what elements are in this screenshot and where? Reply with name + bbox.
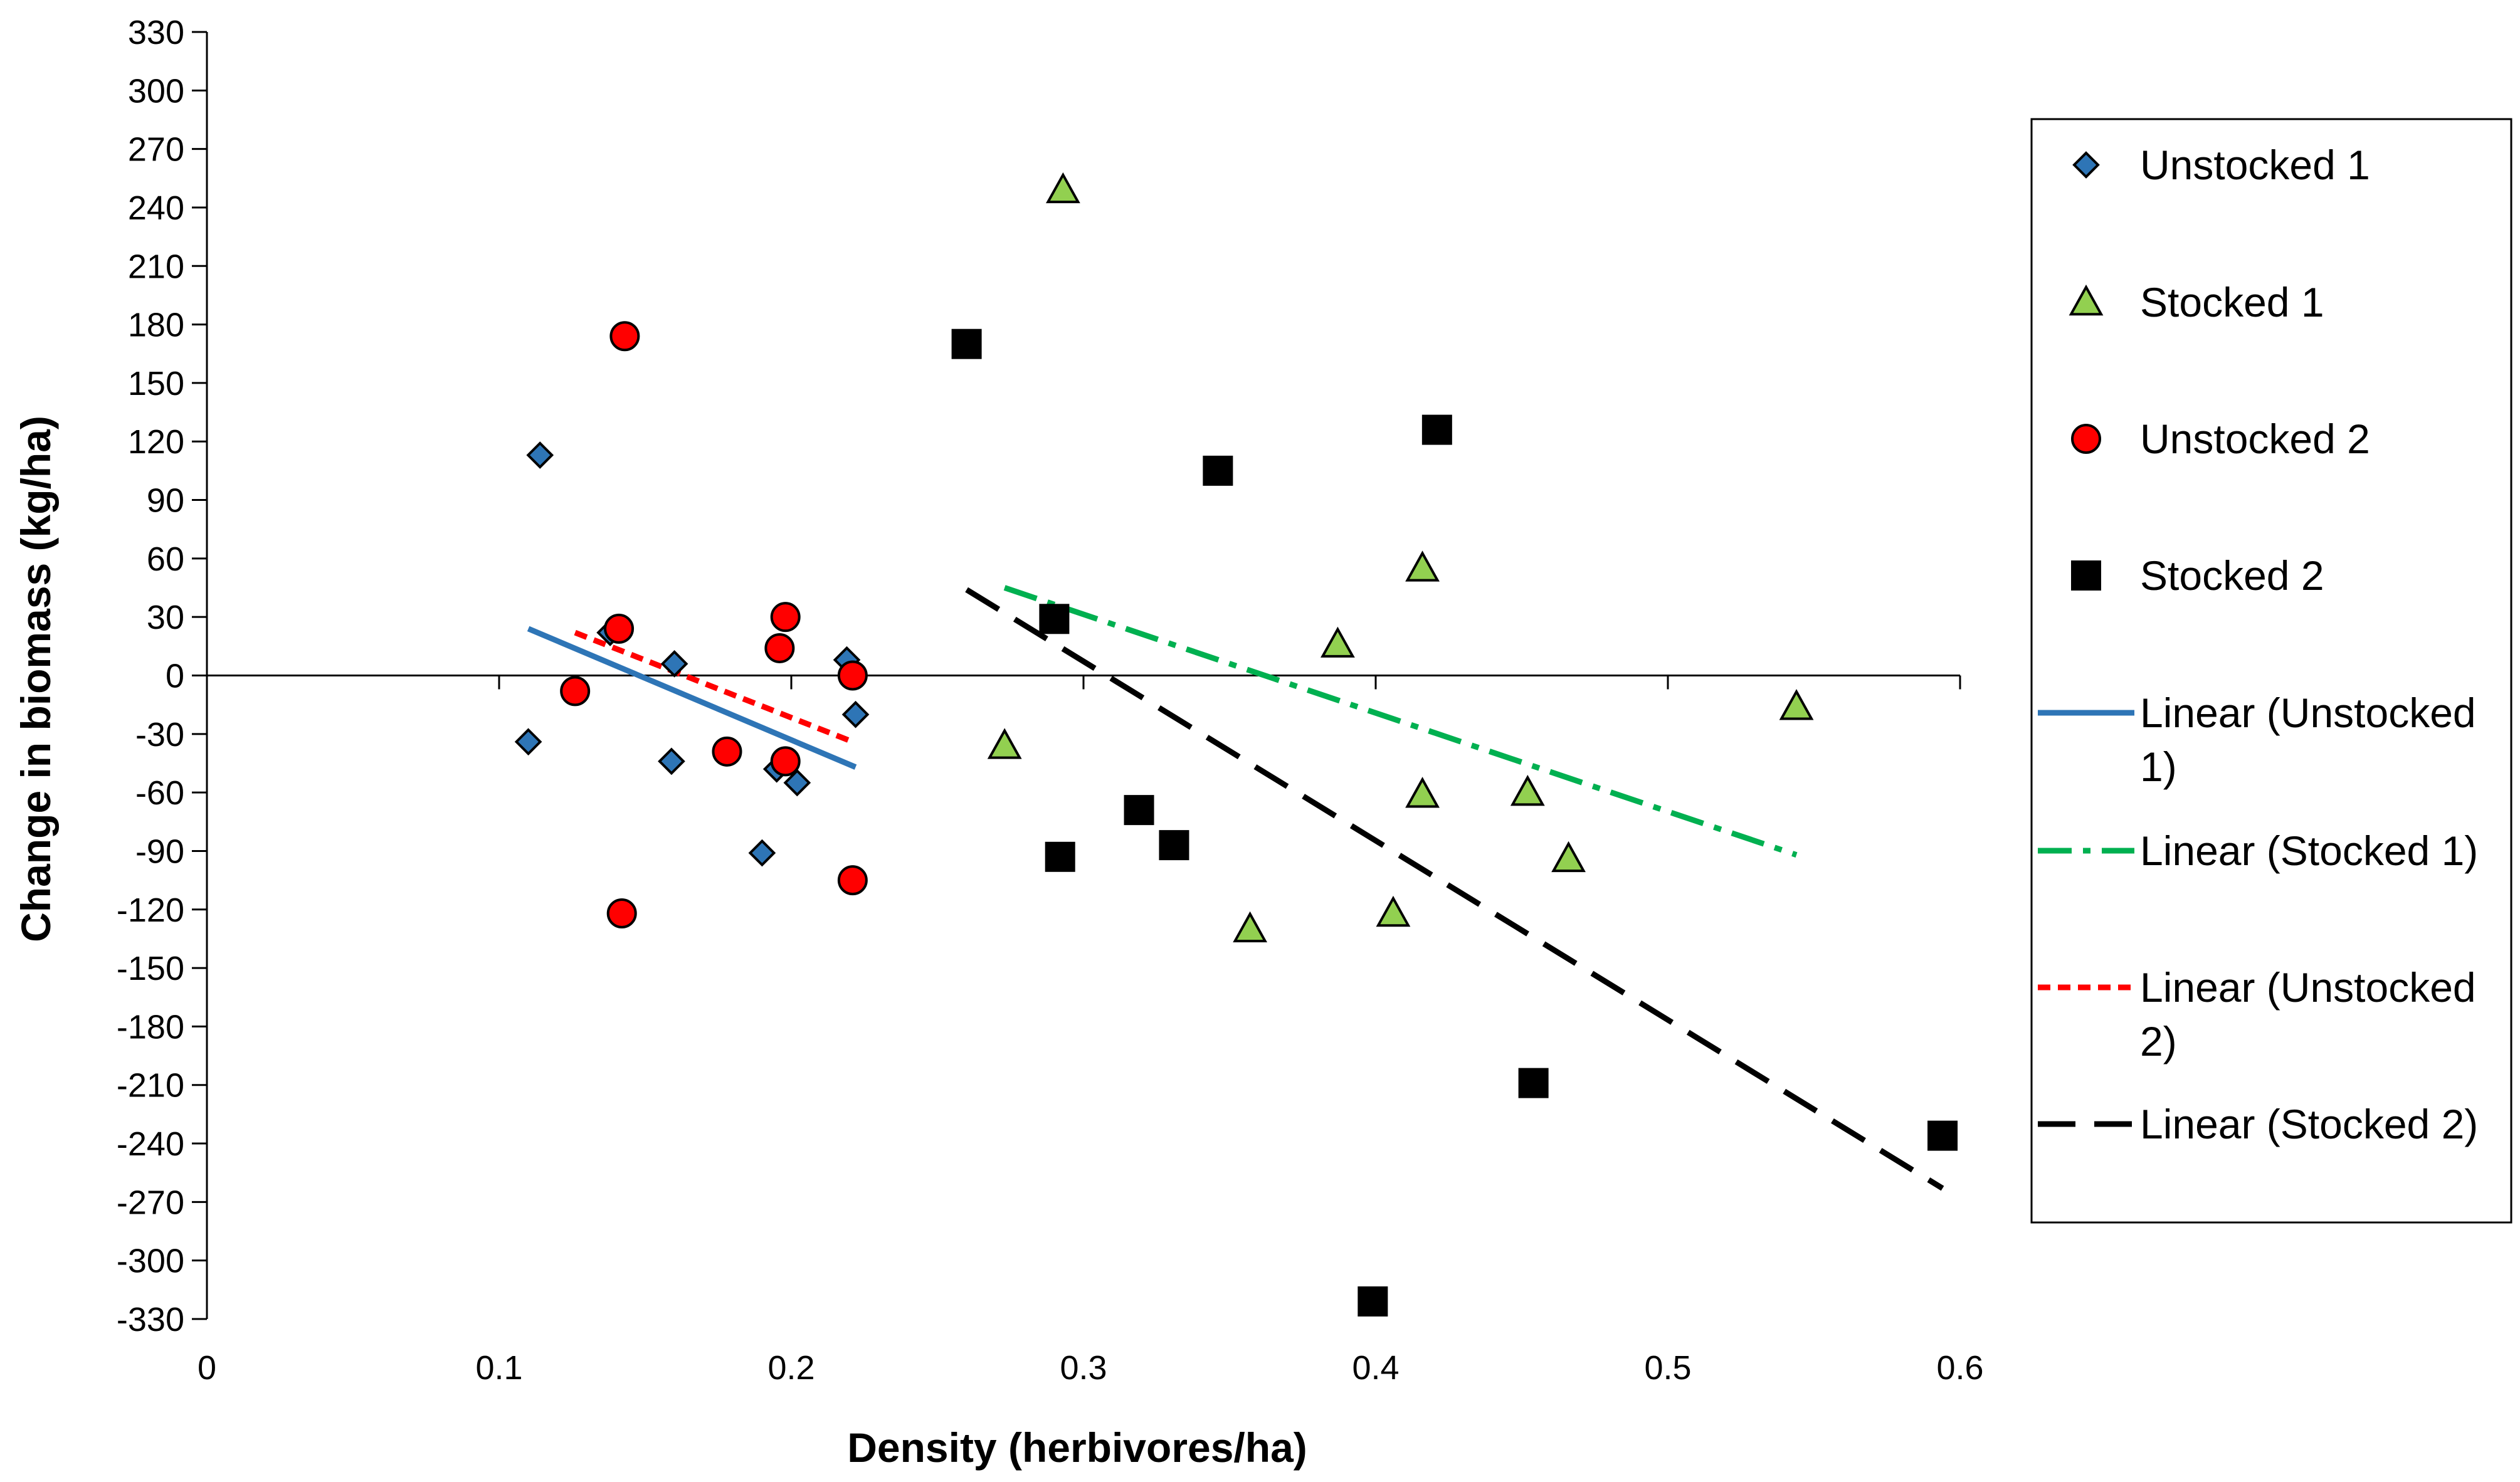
data-point bbox=[764, 633, 795, 663]
data-point bbox=[1518, 1068, 1549, 1098]
data-point bbox=[1321, 626, 1355, 658]
trendline bbox=[527, 626, 857, 770]
y-tick-label: -150 bbox=[117, 950, 184, 987]
data-point bbox=[1203, 455, 1233, 486]
y-tick-label: -30 bbox=[135, 716, 184, 754]
trendline bbox=[574, 629, 854, 745]
legend-label: Linear (Stocked 2) bbox=[2140, 1101, 2478, 1147]
y-tick-label: 300 bbox=[128, 72, 184, 110]
data-point bbox=[514, 728, 542, 756]
data-point bbox=[1405, 550, 1440, 582]
legend-label: Linear (Unstocked bbox=[2140, 964, 2476, 1011]
y-tick-label: -90 bbox=[135, 833, 184, 870]
y-tick-label: 30 bbox=[147, 599, 184, 636]
data-point bbox=[1124, 795, 1154, 826]
legend-marker bbox=[2071, 560, 2101, 591]
x-tick-label: 0.4 bbox=[1352, 1349, 1399, 1387]
y-tick-label: 90 bbox=[147, 482, 184, 520]
x-tick-label: 0.2 bbox=[767, 1349, 815, 1387]
data-point bbox=[526, 441, 554, 469]
data-point bbox=[748, 839, 776, 867]
trendline bbox=[965, 587, 1944, 1191]
data-points bbox=[514, 172, 1958, 1317]
data-point bbox=[770, 746, 801, 777]
trendlines bbox=[527, 585, 1944, 1191]
data-point bbox=[1045, 841, 1075, 872]
y-tick-label: 180 bbox=[128, 307, 184, 344]
y-tick-label: -180 bbox=[117, 1008, 184, 1046]
data-point bbox=[1233, 911, 1268, 943]
legend-label: Stocked 2 bbox=[2140, 552, 2324, 599]
legend-marker bbox=[2069, 284, 2104, 316]
legend-marker bbox=[2071, 424, 2101, 454]
trendline bbox=[1003, 585, 1798, 858]
data-point bbox=[560, 676, 591, 707]
x-axis-title: Density (herbivores/ha) bbox=[847, 1424, 1307, 1471]
y-tick-label: 120 bbox=[128, 423, 184, 461]
data-point bbox=[609, 321, 640, 352]
x-tick-label: 0.5 bbox=[1644, 1349, 1691, 1387]
data-point bbox=[1779, 689, 1814, 720]
legend-label: Stocked 1 bbox=[2140, 279, 2324, 325]
legend-label: Unstocked 2 bbox=[2140, 416, 2370, 462]
y-tick-label: -240 bbox=[117, 1125, 184, 1163]
data-point bbox=[837, 865, 868, 896]
x-tick-label: 0.1 bbox=[475, 1349, 522, 1387]
x-tick-label: 0 bbox=[198, 1349, 216, 1387]
data-point bbox=[712, 736, 742, 767]
legend-label: Unstocked 1 bbox=[2140, 142, 2370, 188]
legend-marker bbox=[2072, 151, 2100, 179]
legend-label: Linear (Stocked 1) bbox=[2140, 828, 2478, 874]
series-stocked-1 bbox=[987, 172, 1814, 943]
y-axis-title: Change in biomass (kg/ha) bbox=[13, 416, 59, 942]
data-point bbox=[658, 747, 685, 775]
legend-label: Linear (Unstocked bbox=[2140, 690, 2476, 736]
y-tick-label: -120 bbox=[117, 891, 184, 929]
data-point bbox=[660, 650, 688, 678]
axes: -330-300-270-240-210-180-150-120-90-60-3… bbox=[117, 14, 1984, 1387]
legend-label: 1) bbox=[2140, 744, 2177, 790]
y-tick-label: -270 bbox=[117, 1184, 184, 1221]
data-point bbox=[987, 728, 1022, 759]
data-point bbox=[770, 602, 801, 633]
data-point bbox=[841, 700, 870, 728]
data-point bbox=[1405, 777, 1440, 808]
data-point bbox=[837, 660, 868, 691]
data-point bbox=[1358, 1286, 1388, 1317]
x-tick-label: 0.3 bbox=[1060, 1349, 1107, 1387]
data-point bbox=[1510, 775, 1545, 806]
y-tick-label: -210 bbox=[117, 1067, 184, 1105]
y-tick-label: 270 bbox=[128, 131, 184, 169]
y-tick-label: 210 bbox=[128, 248, 184, 285]
y-tick-label: 240 bbox=[128, 189, 184, 227]
series-unstocked-2 bbox=[560, 321, 868, 928]
data-point bbox=[1421, 414, 1452, 445]
data-point bbox=[604, 613, 635, 644]
legend-label: 2) bbox=[2140, 1018, 2177, 1064]
data-point bbox=[606, 898, 637, 928]
y-tick-label: 60 bbox=[147, 540, 184, 578]
series-stocked-2 bbox=[951, 328, 1958, 1317]
data-point bbox=[1159, 830, 1189, 861]
y-tick-label: -60 bbox=[135, 774, 184, 812]
y-tick-label: 330 bbox=[128, 14, 184, 51]
y-tick-label: -330 bbox=[117, 1301, 184, 1338]
data-point bbox=[1551, 841, 1586, 873]
data-point bbox=[1039, 604, 1070, 634]
data-point bbox=[1045, 172, 1080, 204]
y-tick-label: 0 bbox=[166, 658, 184, 695]
series-unstocked-1 bbox=[514, 441, 870, 867]
legend: Unstocked 1 Stocked 1 Unstocked 2 Stocked 2… bbox=[2030, 118, 2512, 1224]
data-point bbox=[783, 769, 811, 797]
y-tick-label: -300 bbox=[117, 1243, 184, 1280]
y-tick-label: 150 bbox=[128, 365, 184, 402]
x-tick-label: 0.6 bbox=[1936, 1349, 1983, 1387]
data-point bbox=[951, 328, 982, 359]
data-point bbox=[1376, 895, 1411, 927]
data-point bbox=[1927, 1120, 1958, 1151]
legend-box bbox=[2030, 118, 2512, 1224]
